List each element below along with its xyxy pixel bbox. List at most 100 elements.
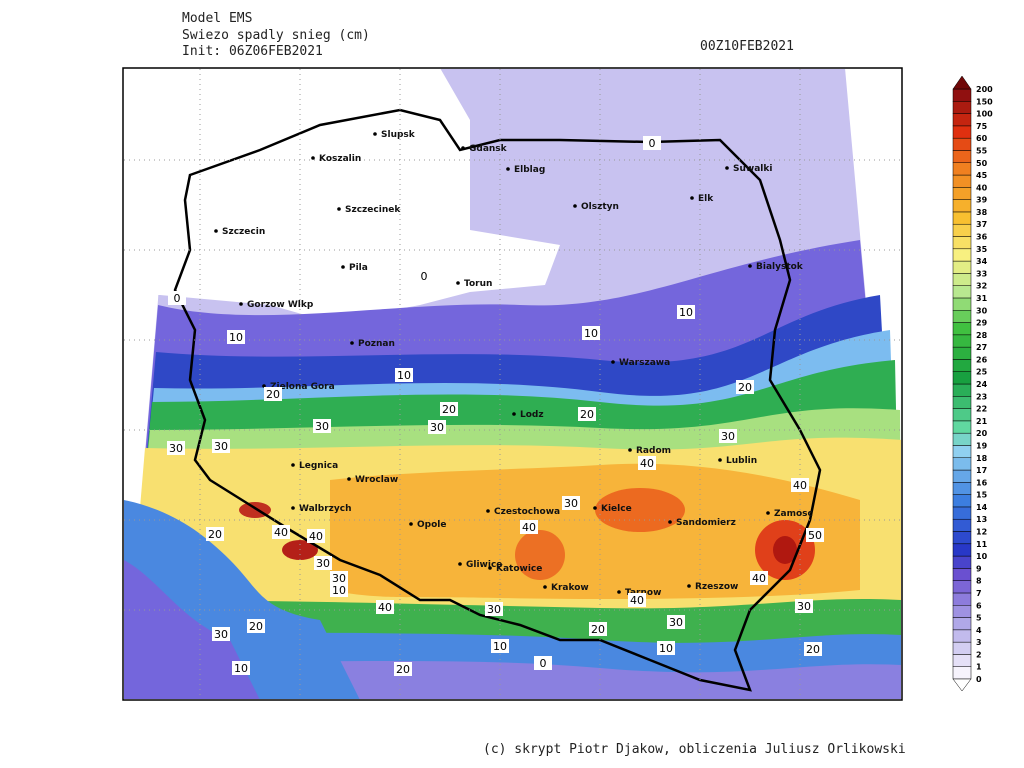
colorbar-label: 35 (976, 245, 988, 254)
colorbar-label: 25 (976, 368, 988, 377)
colorbar-swatch (952, 469, 972, 483)
colorbar-swatch (952, 482, 972, 495)
colorbar-label: 100 (976, 110, 993, 119)
contour-label-box (428, 420, 446, 434)
city-marker (341, 265, 345, 269)
contour-label-box (582, 326, 600, 340)
city-label: Elblag (514, 165, 545, 175)
colorbar-label: 38 (976, 208, 988, 217)
contour-label: 30 (721, 430, 735, 443)
city-marker (291, 506, 295, 510)
colorbar-swatch (952, 285, 972, 299)
colorbar-label: 19 (976, 441, 988, 450)
colorbar-swatch (952, 297, 972, 311)
city-label: Bialystok (756, 262, 804, 272)
colorbar-swatch (952, 174, 972, 188)
colorbar-label: 75 (976, 122, 988, 131)
contour-label-box (330, 571, 348, 585)
contour-label-box (795, 599, 813, 613)
contour-label: 30 (316, 557, 330, 570)
colorbar-swatch (952, 371, 972, 385)
contour-label: 10 (659, 642, 673, 655)
city-label: Lodz (520, 410, 544, 420)
colorbar-label: 1 (976, 663, 982, 672)
city-marker (512, 412, 516, 416)
colorbar-swatch (952, 605, 972, 618)
city-label: Szczecinek (345, 205, 401, 215)
city-label: Katowice (496, 564, 542, 574)
contour-label-box (232, 661, 250, 675)
city-label: Gliwice (466, 560, 502, 570)
colorbar-swatch (952, 543, 972, 557)
contour-label: 30 (564, 497, 578, 510)
city-marker (766, 511, 770, 515)
city-label: Olsztyn (581, 202, 619, 212)
colorbar-swatch (952, 125, 972, 139)
city-label: Torun (464, 279, 492, 289)
credits: (c) skrypt Piotr Djakow, obliczenia Juli… (483, 742, 906, 757)
city-marker (687, 584, 691, 588)
contour-label-box (638, 456, 656, 470)
contour-label-box (440, 402, 458, 416)
colorbar-label: 15 (976, 491, 988, 500)
colorbar-swatch (952, 236, 972, 250)
colorbar-label: 37 (976, 220, 987, 229)
colorbar-swatch (952, 248, 972, 262)
colorbar-swatch (952, 310, 972, 323)
colorbar-swatch (952, 322, 972, 336)
model-name: Model EMS (182, 11, 252, 26)
contour-label: 0 (540, 657, 547, 670)
colorbar-swatch (952, 199, 972, 213)
contour-label: 30 (169, 442, 183, 455)
colorbar-label: 28 (976, 331, 988, 340)
colorbar-label: 200 (976, 85, 993, 94)
colorbar-label: 2 (976, 650, 982, 659)
colorbar-label: 26 (976, 355, 988, 364)
colorbar-label: 18 (976, 454, 988, 463)
city-label: Rzeszow (695, 582, 738, 592)
contour-label: 30 (430, 421, 444, 434)
city-label: Gdansk (469, 144, 508, 154)
city-marker (543, 585, 547, 589)
contour-label: 20 (208, 528, 222, 541)
colorbar-swatch (952, 518, 972, 532)
city-label: Czestochowa (494, 507, 560, 517)
city-label: Slupsk (381, 130, 416, 140)
city-label: Legnica (299, 461, 338, 471)
contour-label-box (394, 662, 412, 676)
city-label: Lublin (726, 456, 757, 466)
contour-label: 40 (378, 601, 392, 614)
variable: Swiezo spadly snieg (cm) (182, 28, 370, 43)
contour-label-box (534, 656, 552, 670)
colorbar-label: 33 (976, 269, 987, 278)
contour-label-box (212, 439, 230, 453)
colorbar-label: 21 (976, 417, 988, 426)
city-label: Sandomierz (676, 518, 736, 528)
colorbar-swatch (952, 273, 972, 286)
contour-label-box (167, 441, 185, 455)
valid-time: 00Z10FEB2021 (700, 39, 794, 54)
contour-label-box (247, 619, 265, 633)
city-marker (668, 520, 672, 524)
colorbar-swatch (952, 383, 972, 397)
city-marker (409, 522, 413, 526)
colorbar-swatch (952, 150, 972, 163)
contour-label-box (206, 527, 224, 541)
contour-label: 50 (808, 529, 822, 542)
city-label: Wroclaw (355, 475, 398, 485)
contour-label: 0 (174, 292, 181, 305)
contour-label-box (628, 593, 646, 607)
init-time: Init: 06Z06FEB2021 (182, 44, 323, 59)
colorbar-label: 50 (976, 159, 988, 168)
colorbar-label: 16 (976, 478, 988, 487)
city-marker (311, 156, 315, 160)
city-marker (458, 562, 462, 566)
contour-label-box (657, 641, 675, 655)
colorbar-label: 29 (976, 319, 988, 328)
city-marker (573, 204, 577, 208)
city-marker (350, 341, 354, 345)
contour-label: 10 (397, 369, 411, 382)
contour-label-box (314, 556, 332, 570)
colorbar-swatch (952, 162, 972, 176)
